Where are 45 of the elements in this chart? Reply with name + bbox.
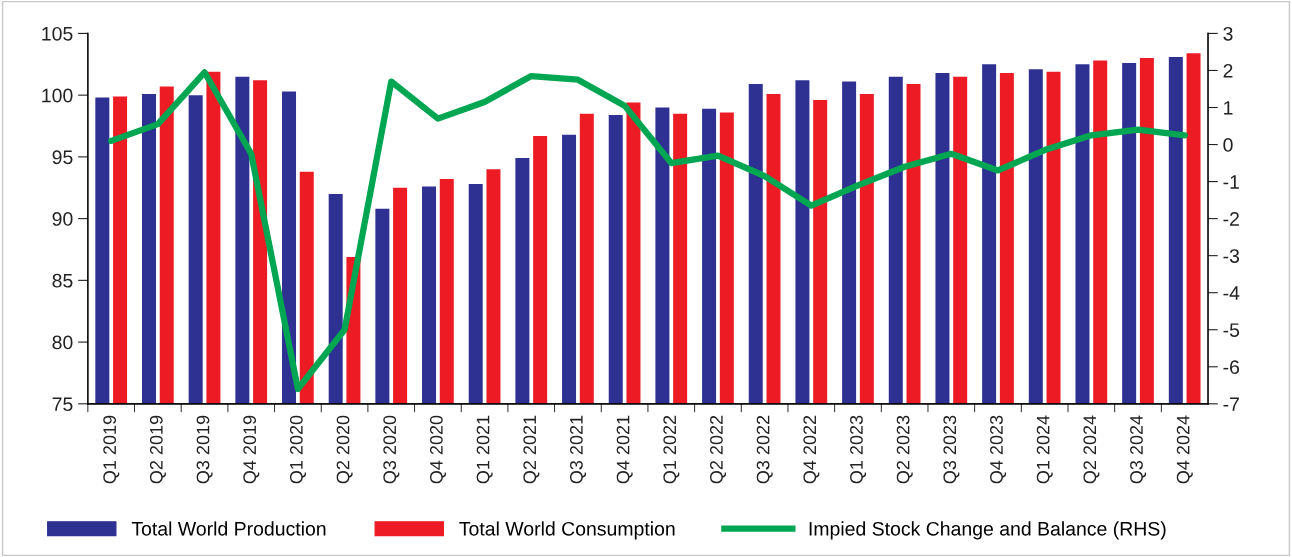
x-tick-label: Q1 2020 <box>289 415 306 484</box>
x-tick-label: Q4 2020 <box>429 415 446 484</box>
x-tick-label: Q2 2020 <box>336 415 353 484</box>
y-tick-label: 75 <box>52 397 73 412</box>
y2-tick-label: 2 <box>1223 63 1233 78</box>
x-tick-label: Q3 2024 <box>1130 415 1147 484</box>
x-tick-label: Q3 2022 <box>756 415 773 484</box>
x-tick-label: Q2 2019 <box>149 415 166 484</box>
x-tick-label: Q2 2024 <box>1083 415 1100 484</box>
x-tick-label: Q2 2021 <box>523 415 540 484</box>
y2-tick-label: -1 <box>1223 175 1239 189</box>
y-tick-label: 85 <box>52 273 73 288</box>
y2-tick-label: -2 <box>1223 212 1239 226</box>
x-tick-label: Q1 2019 <box>103 415 120 484</box>
y2-tick-label: -6 <box>1223 360 1240 375</box>
x-tick-label: Q1 2023 <box>850 415 867 484</box>
x-tick-label: Q1 2024 <box>1036 415 1053 484</box>
x-tick-label: Q1 2021 <box>476 415 493 484</box>
legend-label: Impied Stock Change and Balance (RHS) <box>809 521 1166 540</box>
y-tick-label: 95 <box>52 150 73 165</box>
x-tick-label: Q4 2024 <box>1176 415 1193 484</box>
x-tick-label: Q4 2023 <box>990 415 1007 484</box>
x-tick-label: Q3 2021 <box>569 415 587 484</box>
x-tick-label: Q4 2022 <box>803 415 820 484</box>
y-tick-label: 100 <box>42 88 73 103</box>
y2-tick-label: 0 <box>1223 138 1233 152</box>
y2-tick-label: 1 <box>1224 101 1233 115</box>
x-tick-label: Q2 2023 <box>896 415 913 484</box>
x-tick-label: Q1 2022 <box>663 415 680 484</box>
x-tick-label: Q2 2022 <box>710 415 727 484</box>
x-tick-label: Q4 2021 <box>616 415 633 484</box>
y2-tick-label: -5 <box>1223 323 1240 337</box>
x-tick-label: Q3 2023 <box>943 415 960 484</box>
x-tick-label: Q4 2019 <box>243 415 260 484</box>
x-tick-label: Q3 2020 <box>383 415 400 484</box>
y2-tick-label: -4 <box>1223 286 1240 300</box>
y-tick-label: 90 <box>52 212 73 226</box>
y2-tick-label: 3 <box>1223 26 1233 41</box>
legend-label: Total World Production <box>131 521 326 536</box>
legend-label: Total World Consumption <box>459 521 675 540</box>
y-tick-label: 80 <box>52 335 73 350</box>
x-tick-label: Q3 2019 <box>196 415 213 484</box>
y-tick-label: 105 <box>42 26 73 41</box>
y2-tick-label: -3 <box>1223 249 1240 263</box>
y2-tick-label: -7 <box>1223 397 1239 411</box>
